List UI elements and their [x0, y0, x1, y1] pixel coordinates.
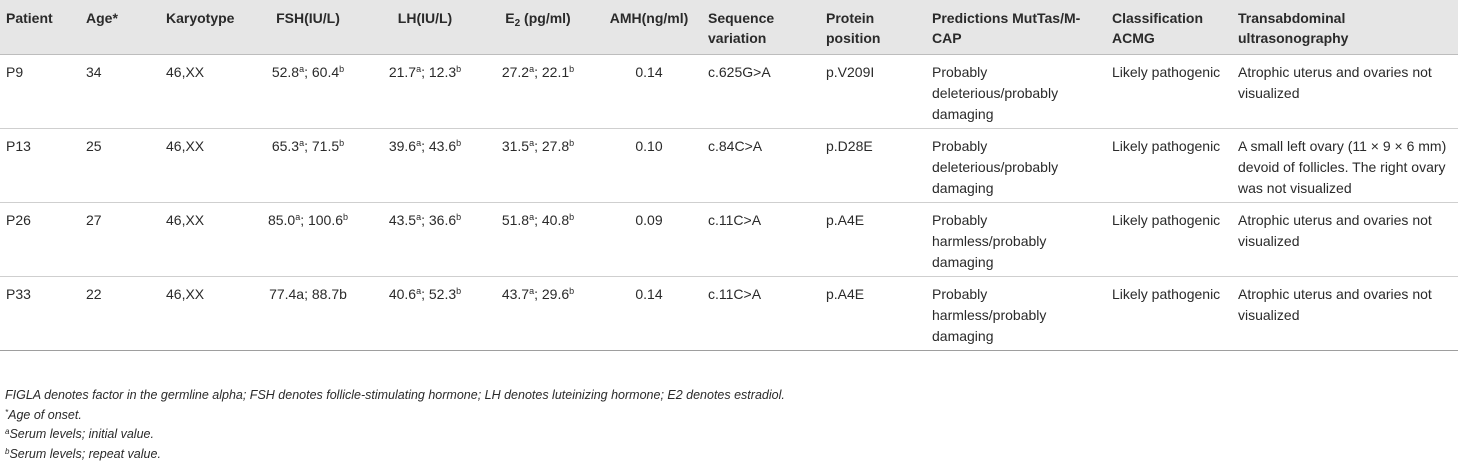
cell-us: Atrophic uterus and ovaries not visualiz… [1232, 54, 1458, 129]
cell-protein: p.A4E [820, 276, 926, 351]
column-header-e2: E2 (pg/ml) [480, 0, 596, 55]
column-header-seqvar: Sequence variation [702, 0, 820, 55]
results-table-container: Patient Age* Karyotype FSH(IU/L) LH(IU/L) E2 … [0, 0, 1458, 351]
cell-amh: 0.14 [596, 276, 702, 351]
cell-seqvar: c.84C>A [702, 128, 820, 203]
cell-amh: 0.10 [596, 128, 702, 203]
cell-protein: p.V209I [820, 54, 926, 129]
column-header-karyotype: Karyotype [160, 0, 246, 55]
cell-lh: 39.6a; 43.6b [370, 128, 480, 203]
column-header-amh: AMH(ng/ml) [596, 0, 702, 55]
table-header-row: Patient Age* Karyotype FSH(IU/L) LH(IU/L) E2 … [0, 0, 1458, 55]
cell-us: A small left ovary (11 × 9 × 6 mm) devoi… [1232, 128, 1458, 203]
cell-acmg: Likely pathogenic [1106, 202, 1232, 277]
column-header-pred: Predictions MutTas/M-CAP [926, 0, 1106, 55]
footnote-abbreviations: FIGLA denotes factor in the germline alp… [5, 388, 785, 402]
cell-age: 34 [80, 54, 160, 129]
table-row: P13 25 46,XX 65.3a; 71.5b 39.6a; 43.6b 31.5a;… [0, 128, 1458, 203]
cell-amh: 0.09 [596, 202, 702, 277]
cell-acmg: Likely pathogenic [1106, 128, 1232, 203]
column-header-patient: Patient [0, 0, 80, 55]
cell-pred: Probably harmless/probably damaging [926, 202, 1106, 277]
column-header-us: Transabdominal ultrasonography [1232, 0, 1458, 55]
cell-patient: P9 [0, 54, 80, 129]
cell-karyotype: 46,XX [160, 276, 246, 351]
cell-fsh: 52.8a; 60.4b [246, 54, 370, 129]
cell-protein: p.A4E [820, 202, 926, 277]
cell-patient: P13 [0, 128, 80, 203]
footnote-repeat-value: bSerum levels; repeat value. [5, 446, 161, 461]
cell-seqvar: c.11C>A [702, 202, 820, 277]
cell-us: Atrophic uterus and ovaries not visualiz… [1232, 276, 1458, 351]
cell-e2: 43.7a; 29.6b [480, 276, 596, 351]
cell-fsh: 65.3a; 71.5b [246, 128, 370, 203]
patient-results-table: Patient Age* Karyotype FSH(IU/L) LH(IU/L) E2 … [0, 0, 1458, 351]
cell-patient: P33 [0, 276, 80, 351]
cell-us: Atrophic uterus and ovaries not visualiz… [1232, 202, 1458, 277]
column-header-acmg: Classification ACMG [1106, 0, 1232, 55]
cell-acmg: Likely pathogenic [1106, 54, 1232, 129]
cell-seqvar: c.625G>A [702, 54, 820, 129]
cell-age: 27 [80, 202, 160, 277]
cell-pred: Probably deleterious/probably damaging [926, 54, 1106, 129]
footnote-star-mark: * [5, 407, 9, 417]
table-body: P9 34 46,XX 52.8a; 60.4b 21.7a; 12.3b 27.2a; … [0, 54, 1458, 351]
cell-e2: 51.8a; 40.8b [480, 202, 596, 277]
cell-lh: 40.6a; 52.3b [370, 276, 480, 351]
cell-acmg: Likely pathogenic [1106, 276, 1232, 351]
table-row: P9 34 46,XX 52.8a; 60.4b 21.7a; 12.3b 27.2a; … [0, 54, 1458, 129]
cell-karyotype: 46,XX [160, 202, 246, 277]
cell-seqvar: c.11C>A [702, 276, 820, 351]
cell-lh: 21.7a; 12.3b [370, 54, 480, 129]
cell-fsh: 77.4a; 88.7b [246, 276, 370, 351]
cell-protein: p.D28E [820, 128, 926, 203]
cell-karyotype: 46,XX [160, 128, 246, 203]
cell-fsh: 85.0a; 100.6b [246, 202, 370, 277]
footnote-initial-value: aSerum levels; initial value. [5, 427, 154, 441]
cell-lh: 43.5a; 36.6b [370, 202, 480, 277]
cell-age: 22 [80, 276, 160, 351]
table-row: P26 27 46,XX 85.0a; 100.6b 43.5a; 36.6b 51.8a… [0, 202, 1458, 277]
footnote-age-of-onset: *Age of onset. [5, 407, 82, 422]
column-header-protein: Protein position [820, 0, 926, 55]
cell-e2: 31.5a; 27.8b [480, 128, 596, 203]
cell-age: 25 [80, 128, 160, 203]
cell-pred: Probably deleterious/probably damaging [926, 128, 1106, 203]
footnote-b-mark: b [5, 446, 10, 456]
cell-amh: 0.14 [596, 54, 702, 129]
table-footnotes: FIGLA denotes factor in the germline alp… [5, 386, 785, 464]
cell-pred: Probably harmless/probably damaging [926, 276, 1106, 351]
table-row: P33 22 46,XX 77.4a; 88.7b 40.6a; 52.3b 43.7a;… [0, 276, 1458, 351]
column-header-age: Age* [80, 0, 160, 55]
column-header-lh: LH(IU/L) [370, 0, 480, 55]
cell-karyotype: 46,XX [160, 54, 246, 129]
cell-e2: 27.2a; 22.1b [480, 54, 596, 129]
column-header-fsh: FSH(IU/L) [246, 0, 370, 55]
cell-patient: P26 [0, 202, 80, 277]
footnote-a-mark: a [5, 427, 10, 436]
